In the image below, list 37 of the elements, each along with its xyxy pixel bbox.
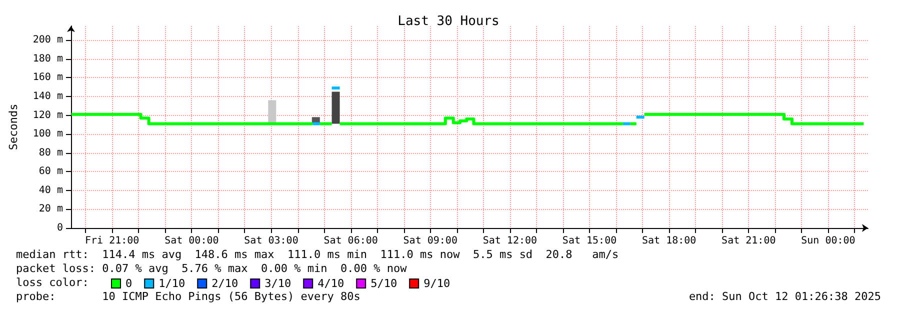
y-tick-label: 0 (56, 222, 63, 234)
x-tick-label: Sat 09:00 (403, 236, 458, 246)
y-tick-label: 40 m (38, 184, 63, 196)
y-tick-label: 180 m (32, 53, 63, 64)
y-tick-label: 20 m (38, 204, 63, 215)
y-tick-label: 100 m (32, 128, 63, 140)
chart-title: Last 30 Hours (398, 14, 500, 29)
text: packet loss: 0.07 % avg 5.76 % max 0.00 % min 0.00 % now (16, 262, 407, 275)
bar (332, 92, 340, 124)
legend-label: 2/10 (212, 277, 238, 290)
legend-title: loss color: (16, 276, 89, 289)
x-tick-label: Sat 15:00 (562, 236, 617, 246)
x-tick-label: Sat 21:00 (722, 236, 776, 246)
text: end: Sun Oct 12 01:26:38 2025 (688, 290, 881, 303)
bar (268, 100, 276, 124)
x-tick-label: Sun 00:00 (801, 236, 856, 246)
legend-label: 5/10 (370, 277, 398, 290)
x-tick-label: Sat 18:00 (642, 236, 696, 246)
x-tick-label: Fri 21:00 (85, 236, 140, 246)
text: median rtt: 114.4 ms avg 148.6 ms max 111.0 ms min 111.0 ms now 5.5 ms sd 20.8 am/s (16, 248, 619, 261)
y-tick-label: 80 m (38, 147, 63, 158)
x-tick-label: Sat 12:00 (482, 236, 538, 246)
y-axis-title: Seconds (7, 104, 20, 150)
x-tick-label: Sat 00:00 (164, 236, 219, 246)
legend-label: 9/10 (424, 277, 450, 290)
x-tick-label: Sat 03:00 (244, 236, 298, 246)
legend-label: 1/10 (158, 277, 186, 290)
legend-label: 3/10 (264, 277, 292, 290)
y-tick-label: 120 m (32, 110, 63, 121)
text: probe: 10 ICMP Echo Pings (56 Bytes) every 80s (16, 290, 360, 303)
legend-label: 0 (126, 277, 132, 290)
y-tick-label: 60 m (38, 166, 63, 178)
legend-label: 4/10 (318, 277, 344, 290)
y-tick-label: 200 m (32, 34, 63, 46)
x-tick-label: Sat 06:00 (324, 236, 378, 246)
y-tick-label: 160 m (32, 72, 63, 84)
y-tick-label: 140 m (32, 90, 63, 102)
